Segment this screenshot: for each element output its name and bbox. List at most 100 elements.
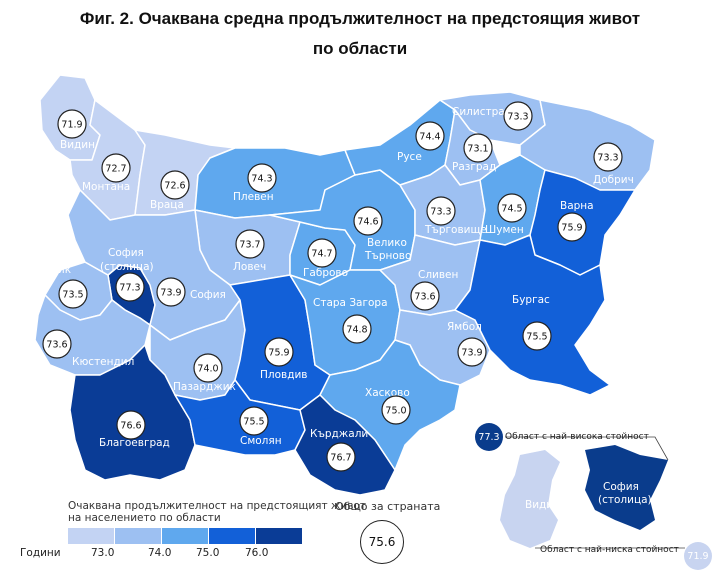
region-3-value: 74.3 <box>251 174 272 185</box>
region-15-name: Перник <box>30 264 71 276</box>
region-12-name: Шумен <box>485 224 524 236</box>
inset-label-sofia-capital-2: (столица) <box>598 494 652 506</box>
region-17-value: 73.6 <box>46 340 67 351</box>
region-12-value: 74.5 <box>501 204 522 215</box>
legend-years-label: Години <box>20 547 61 559</box>
region-21-value: 73.6 <box>414 292 435 303</box>
region-17-name: Кюстендил <box>72 356 134 368</box>
region-26-value-circle <box>239 406 269 436</box>
region-15-value: 73.5 <box>62 290 83 301</box>
region-9-value-circle <box>463 133 493 163</box>
region-18-value: 74.0 <box>197 364 218 375</box>
region-25-name: Благоевград <box>99 437 170 449</box>
inset-low-value-badge: 71.9 <box>684 542 712 570</box>
region-shape-burgas[interactable] <box>454 234 611 396</box>
region-1-name: Монтана <box>82 181 130 193</box>
region-24-value-circle <box>381 395 411 425</box>
inset-high-value-badge: 77.3 <box>475 423 503 451</box>
region-16-value-circle <box>156 277 186 307</box>
region-21-name: Сливен <box>418 269 458 281</box>
region-25-value: 76.6 <box>120 421 141 432</box>
legend-tick-76: 76.0 <box>245 547 269 559</box>
region-10-name: Добрич <box>593 174 634 186</box>
region-20-name: Стара Загора <box>313 297 388 309</box>
region-0-name: Видин <box>60 139 95 151</box>
legend-swatch-1 <box>115 528 161 544</box>
region-23-value-circle <box>522 321 552 351</box>
region-27-name: Кърджали <box>310 428 368 440</box>
region-7-value: 74.4 <box>419 132 440 143</box>
inset-region-sofia-capital <box>585 445 668 530</box>
region-20-value-circle <box>342 314 372 344</box>
region-14-value-circle <box>115 272 145 302</box>
region-10-value-circle <box>593 142 623 172</box>
region-2-value-circle <box>160 170 190 200</box>
legend-tick-74: 74.0 <box>148 547 172 559</box>
region-4-value: 73.7 <box>239 240 260 251</box>
legend-swatch-4 <box>256 528 302 544</box>
region-7-value-circle <box>415 121 445 151</box>
region-10-value: 73.3 <box>597 153 618 164</box>
legend-swatch-3 <box>209 528 255 544</box>
inset-map: Видин София (столица) <box>500 436 685 549</box>
inset-region-vidin <box>500 450 560 548</box>
legend-title: Очаквана продължителност на предстоящият… <box>68 500 366 524</box>
region-26-value: 75.5 <box>243 417 264 428</box>
region-22-name: Ямбол <box>447 321 482 333</box>
region-0-value-circle <box>57 109 87 139</box>
region-9-name: Разград <box>452 161 496 173</box>
region-6-value-circle <box>353 206 383 236</box>
inset-leader-line-high <box>505 436 669 461</box>
region-15-value-circle <box>58 279 88 309</box>
title-line-1: Фиг. 2. Очаквана средна продължителност … <box>79 9 641 28</box>
region-12-value-circle <box>497 193 527 223</box>
region-13-name: Варна <box>560 200 594 212</box>
region-3-value-circle <box>247 163 277 193</box>
region-11-value-circle <box>426 196 456 226</box>
region-16-name: София <box>190 289 226 301</box>
region-13-value: 75.9 <box>561 223 582 234</box>
region-24-value: 75.0 <box>385 406 406 417</box>
region-27-value: 76.7 <box>330 453 351 464</box>
region-14-value: 77.3 <box>119 283 140 294</box>
region-6-value: 74.6 <box>357 217 378 228</box>
legend-tick-75: 75.0 <box>196 547 220 559</box>
region-7-name: Русе <box>397 151 422 163</box>
region-18-value-circle <box>193 353 223 383</box>
region-9-value: 73.1 <box>467 144 488 155</box>
region-4-value-circle <box>235 229 265 259</box>
region-11-value: 73.3 <box>430 207 451 218</box>
title-line-2: по области <box>312 39 408 58</box>
region-26-name: Смолян <box>240 435 282 447</box>
inset-low-label: Област с най-ниска стойност <box>540 545 679 555</box>
map-title: Фиг. 2. Очаквана средна продължителност … <box>0 4 720 64</box>
region-19-name: Пловдив <box>260 369 308 381</box>
region-2-name: Враца <box>150 199 184 211</box>
region-24-name: Хасково <box>365 387 410 399</box>
region-16-value: 73.9 <box>160 288 181 299</box>
region-18-name: Пазарджик <box>173 381 236 393</box>
region-2-value: 72.6 <box>164 181 185 192</box>
region-6-name-2: Търново <box>364 250 411 262</box>
region-4-name: Ловеч <box>233 261 266 273</box>
inset-label-sofia-capital-1: София <box>603 481 639 493</box>
region-25-value-circle <box>116 410 146 440</box>
region-11-name: Търговище <box>424 224 487 236</box>
region-20-value: 74.8 <box>346 325 367 336</box>
region-5-name: Габрово <box>303 267 348 279</box>
region-19-value-circle <box>264 337 294 367</box>
legend-swatch-2 <box>162 528 208 544</box>
region-0-value: 71.9 <box>61 120 82 131</box>
region-1-value: 72.7 <box>105 164 126 175</box>
region-22-value-circle <box>457 337 487 367</box>
region-5-value-circle <box>307 238 337 268</box>
region-1-value-circle <box>101 153 131 183</box>
region-5-value: 74.7 <box>311 249 332 260</box>
region-23-value: 75.5 <box>526 332 547 343</box>
legend-swatch-0 <box>68 528 114 544</box>
region-17-value-circle <box>42 329 72 359</box>
region-22-value: 73.9 <box>461 348 482 359</box>
region-6-name-1: Велико <box>367 237 407 249</box>
region-19-value: 75.9 <box>268 348 289 359</box>
